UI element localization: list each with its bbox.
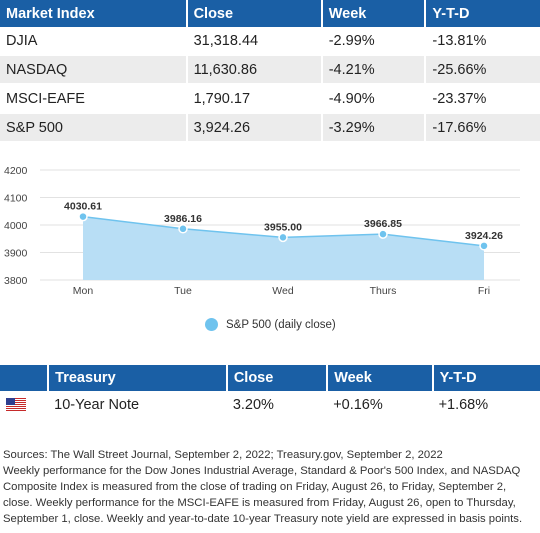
header-week: Week	[327, 365, 434, 391]
table-row: S&P 500 3,924.26 -3.29% -17.66%	[0, 113, 540, 143]
x-tick-label: Fri	[478, 285, 490, 297]
header-close: Close	[226, 365, 329, 391]
x-tick-label: Wed	[272, 285, 294, 297]
index-week: -4.90%	[321, 84, 427, 114]
data-label: 3966.85	[364, 218, 402, 230]
x-tick-label: Thurs	[370, 285, 397, 297]
index-close: 31,318.44	[186, 27, 323, 56]
index-name: S&P 500	[0, 113, 188, 143]
y-tick-label: 3900	[4, 248, 28, 260]
treasury-header-row: Treasury Close Week Y-T-D	[0, 365, 540, 391]
table-row: NASDAQ 11,630.86 -4.21% -25.66%	[0, 55, 540, 85]
index-ytd: -17.66%	[425, 113, 540, 143]
table-row: 10-Year Note 3.20% +0.16% +1.68%	[0, 391, 540, 418]
data-point	[378, 229, 388, 239]
flag-cell	[0, 391, 49, 418]
data-point	[278, 232, 288, 243]
index-close: 11,630.86	[186, 55, 323, 85]
header-flag	[0, 365, 50, 391]
table-row: MSCI-EAFE 1,790.17 -4.90% -23.37%	[0, 84, 540, 114]
chart-legend: S&P 500 (daily close)	[205, 318, 336, 331]
header-market-index: Market Index	[0, 0, 188, 27]
data-label: 3955.00	[264, 221, 302, 233]
x-tick-label: Tue	[174, 285, 192, 297]
treasury-name: 10-Year Note	[48, 391, 227, 418]
header-ytd: Y-T-D	[425, 0, 540, 27]
market-index-table: Market Index Close Week Y-T-D DJIA 31,31…	[0, 0, 540, 143]
y-tick-label: 4100	[4, 193, 28, 205]
index-ytd: -23.37%	[425, 84, 540, 114]
header-treasury: Treasury	[48, 365, 228, 391]
index-week: -4.21%	[321, 55, 427, 85]
index-week: -2.99%	[321, 27, 427, 56]
header-week: Week	[321, 0, 427, 27]
index-close: 1,790.17	[186, 84, 323, 114]
sources-note: Sources: The Wall Street Journal, Septem…	[3, 449, 443, 461]
treasury-ytd: +1.68%	[432, 391, 540, 418]
index-name: MSCI-EAFE	[0, 84, 188, 114]
y-tick-label: 4200	[4, 165, 28, 177]
x-tick-label: Mon	[73, 285, 94, 297]
index-ytd: -25.66%	[425, 55, 540, 85]
data-point	[178, 224, 188, 234]
data-label: 3986.16	[164, 213, 202, 225]
data-label: 3924.26	[465, 230, 503, 242]
index-name: NASDAQ	[0, 55, 188, 85]
data-label: 4030.61	[64, 201, 102, 213]
legend-marker	[205, 318, 218, 331]
header-close: Close	[186, 0, 323, 27]
legend-label: S&P 500 (daily close)	[226, 318, 336, 331]
data-point	[479, 241, 489, 251]
data-point	[78, 211, 88, 222]
footnotes: Sources: The Wall Street Journal, Septem…	[3, 447, 537, 527]
index-name: DJIA	[0, 27, 188, 56]
index-ytd: -13.81%	[425, 27, 540, 56]
treasury-close: 3.20%	[226, 391, 328, 418]
market-table-header-row: Market Index Close Week Y-T-D	[0, 0, 540, 27]
treasury-week: +0.16%	[327, 391, 433, 418]
sp500-area-chart: 3800 3900 4000 4100 4200 4030.61 Mon 3986.16 Tue…	[4, 165, 520, 297]
y-tick-label: 4000	[4, 220, 28, 232]
index-week: -3.29%	[321, 113, 427, 143]
index-close: 3,924.26	[186, 113, 323, 143]
us-flag-icon	[6, 398, 26, 412]
header-ytd: Y-T-D	[432, 365, 540, 391]
treasury-table: Treasury Close Week Y-T-D 10-	[0, 365, 540, 418]
methodology-note: Weekly performance for the Dow Jones Ind…	[3, 465, 523, 525]
y-tick-label: 3800	[4, 275, 28, 287]
table-row: DJIA 31,318.44 -2.99% -13.81%	[0, 27, 540, 56]
